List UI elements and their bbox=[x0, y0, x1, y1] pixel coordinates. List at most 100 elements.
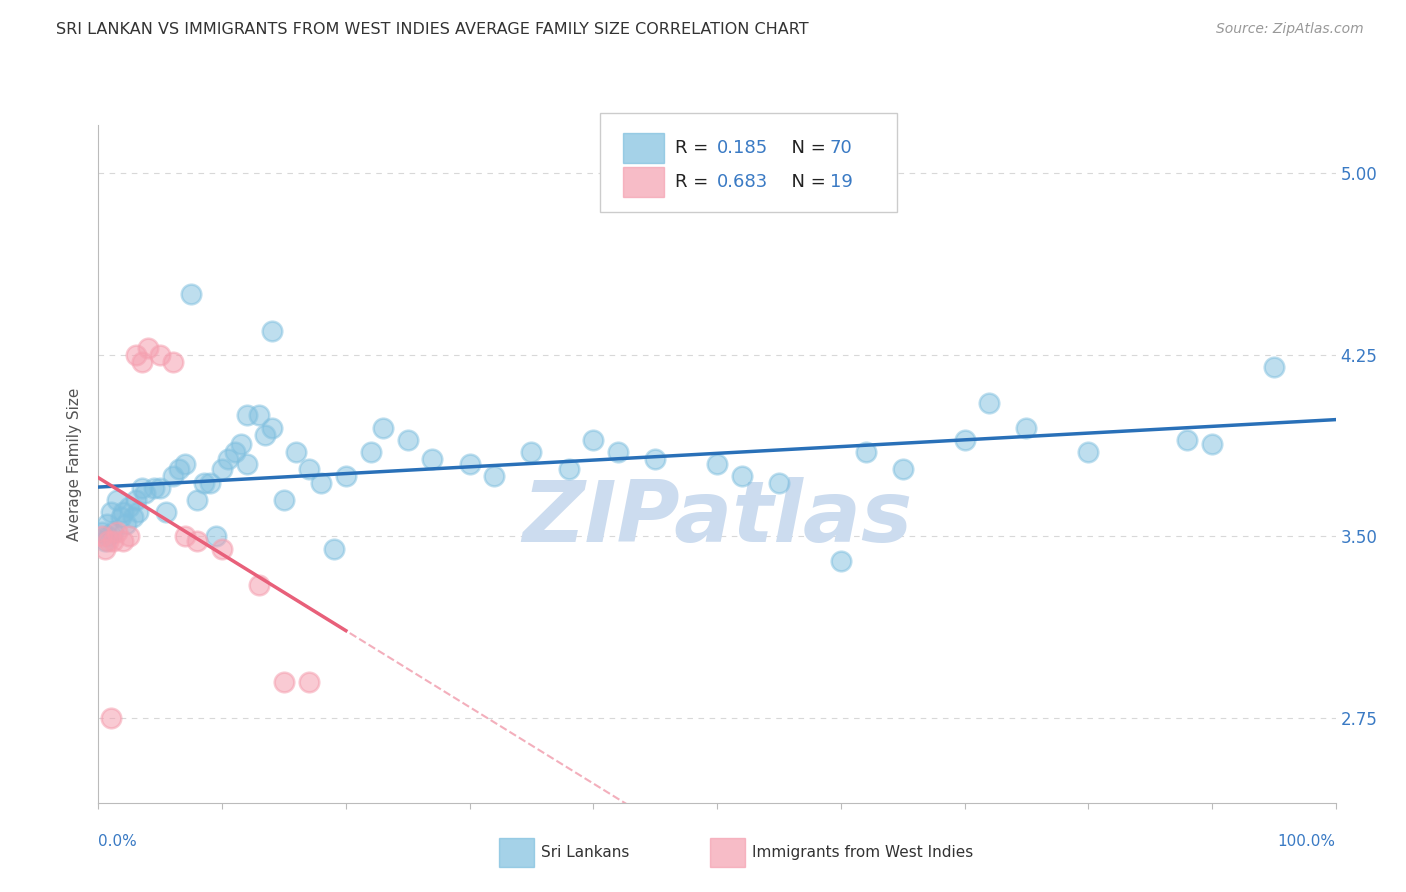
Point bbox=[124, 348, 146, 362]
Text: R =: R = bbox=[675, 139, 714, 157]
Point bbox=[396, 433, 419, 447]
Text: 0.185: 0.185 bbox=[717, 139, 768, 157]
Point bbox=[298, 674, 321, 689]
Point bbox=[706, 457, 728, 471]
Point bbox=[149, 348, 172, 362]
Point bbox=[93, 541, 115, 556]
Point bbox=[229, 437, 252, 451]
Point bbox=[484, 469, 506, 483]
Text: 19: 19 bbox=[830, 173, 852, 191]
Point bbox=[91, 529, 114, 543]
Point bbox=[247, 409, 270, 423]
Point bbox=[335, 469, 357, 483]
Point bbox=[96, 517, 118, 532]
Point bbox=[105, 493, 128, 508]
Point bbox=[557, 461, 579, 475]
Text: ZIPatlas: ZIPatlas bbox=[522, 476, 912, 559]
Point bbox=[122, 510, 145, 524]
Point bbox=[458, 457, 481, 471]
Point bbox=[607, 444, 630, 458]
Point bbox=[520, 444, 543, 458]
Point bbox=[211, 461, 233, 475]
Point bbox=[205, 529, 228, 543]
Point bbox=[224, 444, 246, 458]
Text: Sri Lankans: Sri Lankans bbox=[541, 846, 630, 860]
Point bbox=[273, 493, 295, 508]
Text: N =: N = bbox=[780, 173, 832, 191]
Point bbox=[979, 396, 1001, 410]
Point bbox=[100, 711, 122, 725]
Point bbox=[1077, 444, 1099, 458]
Point bbox=[768, 476, 790, 491]
Point bbox=[273, 674, 295, 689]
Point bbox=[236, 409, 259, 423]
Point bbox=[91, 524, 114, 539]
Point bbox=[731, 469, 754, 483]
Point bbox=[1175, 433, 1198, 447]
Point bbox=[254, 427, 277, 442]
Point bbox=[644, 452, 666, 467]
Point bbox=[260, 324, 283, 338]
Point bbox=[149, 481, 172, 495]
Text: SRI LANKAN VS IMMIGRANTS FROM WEST INDIES AVERAGE FAMILY SIZE CORRELATION CHART: SRI LANKAN VS IMMIGRANTS FROM WEST INDIE… bbox=[56, 22, 808, 37]
Point bbox=[360, 444, 382, 458]
Point bbox=[100, 505, 122, 519]
Text: 0.0%: 0.0% bbox=[98, 834, 138, 849]
Point bbox=[260, 420, 283, 434]
Point bbox=[285, 444, 308, 458]
Point bbox=[186, 534, 208, 549]
Point bbox=[371, 420, 394, 434]
Point bbox=[174, 529, 197, 543]
Point bbox=[162, 355, 184, 369]
Point bbox=[193, 476, 215, 491]
Y-axis label: Average Family Size: Average Family Size bbox=[67, 387, 83, 541]
Point bbox=[124, 493, 146, 508]
Point bbox=[830, 554, 852, 568]
Point bbox=[114, 517, 136, 532]
Point bbox=[143, 481, 166, 495]
Point bbox=[131, 355, 153, 369]
Point bbox=[582, 433, 605, 447]
Text: 100.0%: 100.0% bbox=[1278, 834, 1336, 849]
Text: R =: R = bbox=[675, 173, 714, 191]
Point bbox=[112, 505, 135, 519]
Point bbox=[103, 534, 125, 549]
Point bbox=[131, 481, 153, 495]
Point bbox=[198, 476, 221, 491]
Text: Immigrants from West Indies: Immigrants from West Indies bbox=[752, 846, 973, 860]
Text: N =: N = bbox=[780, 139, 832, 157]
Point bbox=[97, 529, 120, 543]
Point bbox=[422, 452, 444, 467]
Point bbox=[855, 444, 877, 458]
Point bbox=[167, 461, 190, 475]
Point bbox=[953, 433, 976, 447]
Point bbox=[112, 534, 135, 549]
Point bbox=[162, 469, 184, 483]
Point bbox=[309, 476, 332, 491]
Point bbox=[105, 524, 128, 539]
Point bbox=[180, 287, 202, 301]
Point bbox=[110, 510, 132, 524]
Point bbox=[174, 457, 197, 471]
Point bbox=[247, 578, 270, 592]
Point bbox=[322, 541, 344, 556]
Point bbox=[211, 541, 233, 556]
Point bbox=[118, 529, 141, 543]
Point bbox=[236, 457, 259, 471]
Point bbox=[118, 500, 141, 515]
Point bbox=[127, 505, 149, 519]
Text: 0.683: 0.683 bbox=[717, 173, 768, 191]
Point bbox=[186, 493, 208, 508]
Point bbox=[891, 461, 914, 475]
Text: 70: 70 bbox=[830, 139, 852, 157]
Point bbox=[97, 534, 120, 549]
Text: Source: ZipAtlas.com: Source: ZipAtlas.com bbox=[1216, 22, 1364, 37]
Point bbox=[136, 341, 159, 355]
Point bbox=[1201, 437, 1223, 451]
Point bbox=[93, 534, 115, 549]
Point bbox=[103, 524, 125, 539]
Point bbox=[217, 452, 239, 467]
Point bbox=[134, 486, 156, 500]
Point bbox=[1015, 420, 1038, 434]
Point bbox=[155, 505, 177, 519]
